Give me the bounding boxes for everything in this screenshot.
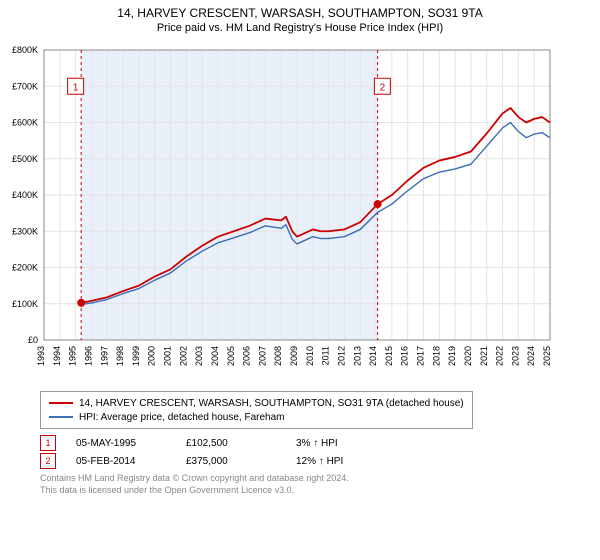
svg-text:£100K: £100K bbox=[12, 299, 38, 309]
footnote-line: This data is licensed under the Open Gov… bbox=[40, 485, 600, 497]
svg-text:2020: 2020 bbox=[463, 346, 473, 366]
record-delta: 3% ↑ HPI bbox=[296, 438, 386, 449]
record-price: £375,000 bbox=[186, 456, 276, 467]
chart-svg: £0 £100K £200K £300K £400K £500K £600K £700K £80… bbox=[0, 40, 560, 380]
svg-text:2015: 2015 bbox=[384, 346, 394, 366]
record-row: 1 05-MAY-1995 £102,500 3% ↑ HPI bbox=[40, 435, 600, 451]
records-table: 1 05-MAY-1995 £102,500 3% ↑ HPI 2 05-FEB-2014… bbox=[40, 435, 600, 469]
svg-text:2: 2 bbox=[380, 82, 386, 93]
svg-text:1999: 1999 bbox=[131, 346, 141, 366]
record-date: 05-MAY-1995 bbox=[76, 438, 166, 449]
svg-text:2022: 2022 bbox=[495, 346, 505, 366]
footnote-line: Contains HM Land Registry data © Crown c… bbox=[40, 473, 600, 485]
legend-swatch bbox=[49, 402, 73, 404]
legend-item: HPI: Average price, detached house, Fare… bbox=[49, 410, 464, 424]
svg-text:2006: 2006 bbox=[242, 346, 252, 366]
svg-text:£400K: £400K bbox=[12, 190, 38, 200]
svg-text:2017: 2017 bbox=[416, 346, 426, 366]
svg-text:2016: 2016 bbox=[400, 346, 410, 366]
svg-text:2004: 2004 bbox=[210, 346, 220, 366]
page-subtitle: Price paid vs. HM Land Registry's House … bbox=[0, 22, 600, 34]
record-date: 05-FEB-2014 bbox=[76, 456, 166, 467]
svg-text:2023: 2023 bbox=[510, 346, 520, 366]
svg-text:2005: 2005 bbox=[226, 346, 236, 366]
svg-text:2018: 2018 bbox=[431, 346, 441, 366]
svg-text:2021: 2021 bbox=[479, 346, 489, 366]
svg-text:1996: 1996 bbox=[83, 346, 93, 366]
svg-text:£300K: £300K bbox=[12, 226, 38, 236]
chart: £0 £100K £200K £300K £400K £500K £600K £700K £80… bbox=[0, 40, 600, 385]
svg-text:2019: 2019 bbox=[447, 346, 457, 366]
svg-text:£0: £0 bbox=[28, 335, 38, 345]
page-title: 14, HARVEY CRESCENT, WARSASH, SOUTHAMPTO… bbox=[0, 6, 600, 20]
svg-text:2009: 2009 bbox=[289, 346, 299, 366]
record-marker: 2 bbox=[40, 453, 56, 469]
svg-text:2008: 2008 bbox=[273, 346, 283, 366]
record-price: £102,500 bbox=[186, 438, 276, 449]
svg-text:2011: 2011 bbox=[321, 346, 331, 365]
legend-swatch bbox=[49, 416, 73, 418]
title-block: 14, HARVEY CRESCENT, WARSASH, SOUTHAMPTO… bbox=[0, 0, 600, 34]
svg-text:2010: 2010 bbox=[305, 346, 315, 366]
record-delta: 12% ↑ HPI bbox=[296, 456, 386, 467]
svg-text:£500K: £500K bbox=[12, 154, 38, 164]
svg-text:2014: 2014 bbox=[368, 346, 378, 366]
svg-text:1998: 1998 bbox=[115, 346, 125, 366]
svg-text:2025: 2025 bbox=[542, 346, 552, 366]
legend-item: 14, HARVEY CRESCENT, WARSASH, SOUTHAMPTO… bbox=[49, 396, 464, 410]
svg-text:£600K: £600K bbox=[12, 118, 38, 128]
svg-text:2002: 2002 bbox=[178, 346, 188, 366]
svg-text:1994: 1994 bbox=[52, 346, 62, 366]
svg-text:2024: 2024 bbox=[526, 346, 536, 366]
svg-text:£800K: £800K bbox=[12, 45, 38, 55]
legend: 14, HARVEY CRESCENT, WARSASH, SOUTHAMPTO… bbox=[40, 391, 473, 429]
svg-text:2013: 2013 bbox=[352, 346, 362, 366]
svg-text:2001: 2001 bbox=[163, 346, 173, 366]
svg-text:1: 1 bbox=[73, 82, 79, 93]
record-row: 2 05-FEB-2014 £375,000 12% ↑ HPI bbox=[40, 453, 600, 469]
svg-text:1993: 1993 bbox=[36, 346, 46, 366]
footnote: Contains HM Land Registry data © Crown c… bbox=[40, 473, 600, 496]
svg-text:1995: 1995 bbox=[68, 346, 78, 366]
svg-text:2012: 2012 bbox=[336, 346, 346, 366]
svg-text:1997: 1997 bbox=[99, 346, 109, 366]
legend-label: HPI: Average price, detached house, Fare… bbox=[79, 412, 285, 423]
record-marker: 1 bbox=[40, 435, 56, 451]
svg-text:2000: 2000 bbox=[147, 346, 157, 366]
svg-text:£700K: £700K bbox=[12, 81, 38, 91]
svg-text:2003: 2003 bbox=[194, 346, 204, 366]
page: 14, HARVEY CRESCENT, WARSASH, SOUTHAMPTO… bbox=[0, 0, 600, 560]
svg-text:£200K: £200K bbox=[12, 263, 38, 273]
svg-text:2007: 2007 bbox=[257, 346, 267, 366]
legend-label: 14, HARVEY CRESCENT, WARSASH, SOUTHAMPTO… bbox=[79, 398, 464, 409]
